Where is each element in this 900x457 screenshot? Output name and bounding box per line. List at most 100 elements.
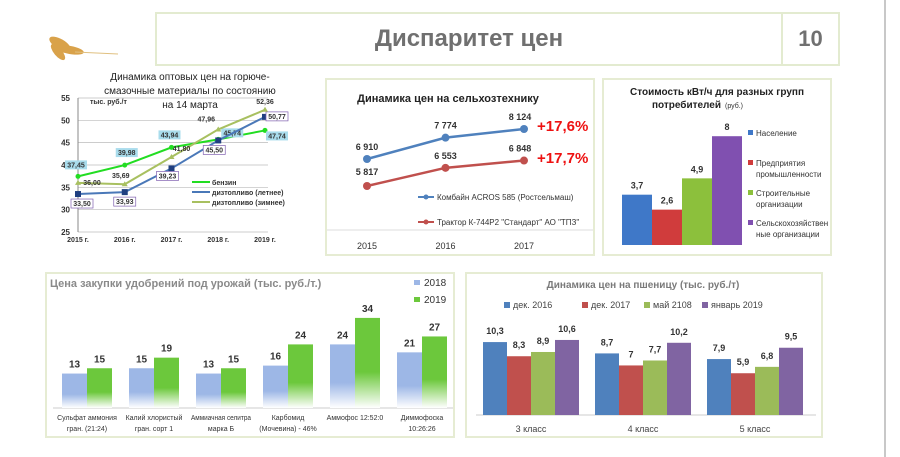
data-label: 43,94 [161,132,179,139]
x-tick-label: Карбомид [272,414,305,422]
data-label: 27 [429,322,441,333]
bar [531,351,555,415]
data-point [121,181,128,187]
data-label: 7 [628,349,633,359]
data-label-box [65,160,87,170]
x-tick-label: 5 класс [740,424,771,434]
bar [595,353,619,415]
data-label: 36,00 [83,180,101,187]
electricity-chart-panel [602,78,832,256]
bar [483,342,507,415]
chart-title: Динамика оптовых цен на горюче- [110,72,269,83]
bar [507,356,531,415]
data-point [168,165,175,172]
data-label-box [266,131,288,141]
data-point [363,181,371,190]
bar [62,373,87,408]
data-point [169,144,174,150]
legend-label: Сельскохозяйствен [756,219,828,228]
legend-label: дизтопливо (зимнее) [212,200,285,207]
legend-swatch [748,160,753,165]
legend-label: бензин [212,179,236,187]
data-label: 35,69 [112,173,130,180]
data-label-box [115,148,138,158]
data-point [75,179,81,185]
chart-title: Динамика цен на пшеницу (тыс. руб./т) [547,279,740,291]
data-point [168,153,175,159]
x-tick-label: Аммофос 12:52:0 [327,415,384,422]
legend-label: май 2108 [653,300,692,310]
chart-title: смазочные материалы по состоянию [104,86,276,97]
data-label-box [158,130,181,140]
data-label: 4,9 [691,164,704,174]
bar [707,359,731,415]
data-label: 15 [94,354,106,365]
bar [196,373,221,408]
data-label: 33,93 [116,199,134,206]
data-label: 2,6 [661,196,674,206]
y-tick-label: 25 [61,228,70,237]
data-label-box [265,111,289,122]
data-point [75,173,81,179]
data-label: 10,2 [670,327,688,337]
data-label: 5 817 [356,167,379,177]
electricity-price-chart: Стоимость кВт/ч для разных групппотребит… [622,87,828,245]
legend-marker [423,194,429,200]
x-tick-label: 10:26:26 [408,426,435,433]
data-label: 7,7 [649,344,662,354]
data-label: 45,50 [205,147,223,154]
legend-swatch [504,302,510,308]
y-tick-label: 35 [61,183,70,192]
legend-swatch [702,302,708,308]
y-tick-label: 45 [61,139,70,148]
bar [355,317,380,408]
legend-swatch [644,302,650,308]
legend-label: Население [756,129,797,138]
data-label: 24 [337,330,349,341]
data-label: 15 [136,354,148,365]
divider [884,0,886,457]
bar [397,352,422,408]
x-tick-label: 2017 г. [161,237,183,244]
unit-label: тыс. руб./т [90,98,127,106]
data-point [441,133,450,142]
data-label: 50,77 [268,114,286,121]
x-tick-label: (Мочевина) - 46% [259,426,316,433]
page-title: Диспаритет цен [155,12,783,66]
chart-title: Цена закупки удобрений под урожай (тыс. … [50,278,322,290]
x-tick-label: 2018 г. [207,237,229,244]
data-label: 41,80 [173,146,191,153]
data-label: 39,98 [118,150,136,157]
x-tick-label: 2017 [514,241,534,251]
y-tick-label: 50 [61,116,70,125]
bar [87,368,112,408]
data-label-box [70,198,94,209]
data-label-box [156,171,179,181]
x-tick-label: гран. (21:24) [67,426,107,433]
machinery-price-chart: Динамика цен на сельхозтехнику 2015 2016 20… [327,93,593,251]
legend-swatch [414,280,420,285]
legend-label: 2019 [424,295,447,306]
legend-label: дизтопливо (летнее) [212,190,284,197]
legend-label: дек. 2016 [513,300,552,310]
bar [555,339,579,415]
bar [622,194,652,245]
data-label: 8,3 [513,340,526,350]
data-label: 7,9 [713,343,726,353]
legend-swatch [582,302,588,308]
data-label: 5,9 [737,357,750,367]
bar [129,368,154,408]
data-point [262,113,268,120]
x-tick-label: 2015 [357,241,377,251]
x-tick-label: Диммофоска [401,415,444,422]
data-label: 37,45 [67,162,85,169]
x-tick-label: 2015 г. [67,237,89,244]
data-point [215,137,222,144]
data-label: 6 848 [509,144,532,154]
bar [682,178,712,245]
bar [755,366,779,415]
data-label-box [113,196,137,207]
x-tick-label: 2019 г. [254,237,276,244]
x-tick-label: марка Б [208,426,235,433]
